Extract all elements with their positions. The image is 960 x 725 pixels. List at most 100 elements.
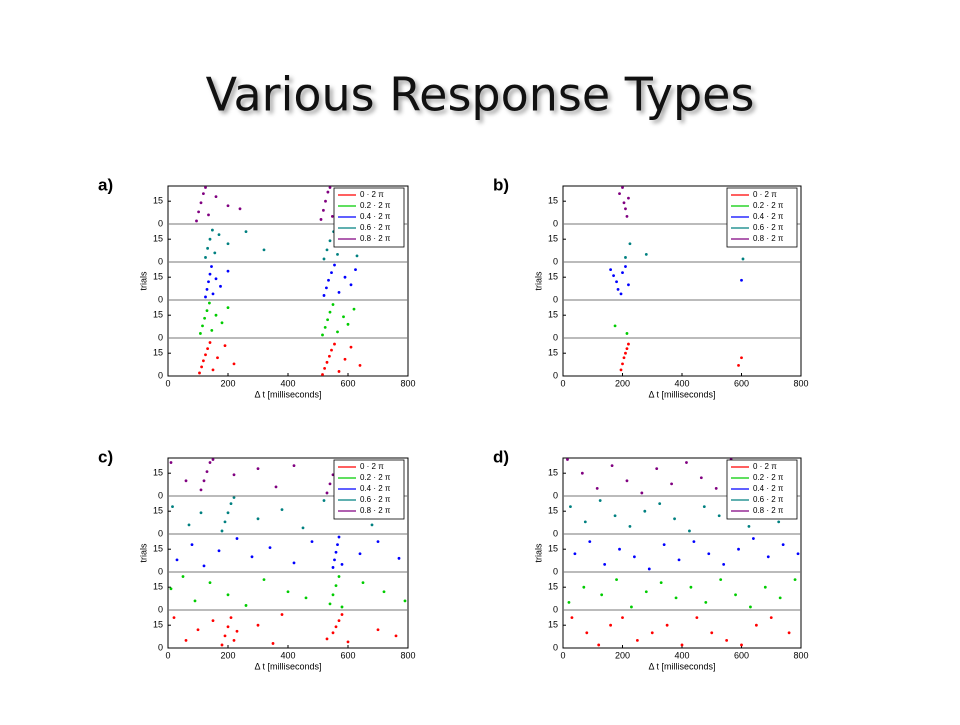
spike-dot (262, 248, 266, 252)
spike-dot (244, 230, 248, 234)
spike-dot (647, 567, 651, 571)
legend-label: 0.8 · 2 π (753, 506, 784, 515)
spike-dot (171, 505, 174, 509)
spike-dot (665, 623, 669, 627)
spike-dot (321, 333, 324, 337)
spike-dot (688, 529, 691, 533)
y-tick-label: 15 (548, 310, 558, 320)
panel-label: a) (98, 175, 113, 194)
spike-dot (566, 458, 569, 461)
spike-dot (376, 540, 380, 543)
x-tick-label: 800 (793, 378, 808, 388)
spike-dot (199, 488, 203, 492)
spike-dot (220, 529, 224, 533)
x-tick-label: 800 (400, 378, 415, 388)
x-axis-label: Δ t [milliseconds] (254, 661, 321, 671)
spike-dot (763, 585, 767, 589)
spike-dot (710, 631, 714, 635)
spike-dot (624, 207, 627, 211)
spike-dot (322, 499, 326, 502)
spike-dot (207, 213, 210, 217)
spike-dot (328, 239, 332, 243)
spike-dot (197, 210, 201, 214)
x-tick-label: 400 (280, 650, 295, 660)
spike-dot (640, 491, 644, 495)
y-tick-label: 0 (553, 218, 558, 228)
spike-dot (331, 303, 335, 306)
panel-label: d) (493, 447, 509, 466)
spike-dot (613, 514, 617, 518)
spike-dot (204, 353, 207, 357)
spike-dot (625, 215, 629, 218)
spike-dot (208, 301, 211, 305)
y-tick-label: 15 (153, 310, 163, 320)
spike-dot (325, 491, 329, 495)
spike-dot (633, 555, 636, 559)
spike-dot (346, 640, 350, 644)
y-tick-label: 0 (553, 332, 558, 342)
spike-dot (226, 593, 230, 597)
spike-dot (337, 535, 341, 539)
panel-label: b) (493, 175, 509, 194)
y-tick-label: 0 (158, 642, 163, 652)
spike-dot (585, 631, 589, 635)
spike-dot (226, 269, 230, 273)
spike-dot (627, 342, 630, 346)
spike-dot (204, 295, 207, 299)
spike-dot (737, 547, 740, 551)
spike-dot (376, 628, 380, 632)
x-tick-label: 0 (165, 378, 170, 388)
spike-dot (627, 196, 630, 200)
spike-dot (621, 362, 624, 366)
spike-dot (333, 342, 336, 346)
spike-dot (583, 520, 587, 524)
spike-dot (349, 345, 353, 349)
spike-dot (196, 628, 200, 632)
spike-dot (235, 537, 239, 540)
spike-dot (677, 558, 681, 562)
y-tick-label: 15 (153, 544, 163, 554)
spike-dot (340, 563, 344, 566)
spike-dot (334, 584, 338, 588)
spike-dot (202, 359, 205, 363)
spike-dot (226, 511, 230, 515)
spike-dot (286, 590, 290, 594)
spike-dot (337, 291, 341, 294)
spike-dot (752, 537, 755, 540)
x-tick-label: 200 (220, 650, 235, 660)
spike-dot (621, 616, 624, 619)
y-tick-label: 0 (158, 566, 163, 576)
spike-dot (226, 625, 230, 629)
y-tick-label: 0 (553, 528, 558, 538)
y-tick-label: 15 (548, 234, 558, 244)
spike-dot (328, 482, 332, 486)
spike-dot (201, 324, 204, 328)
spike-dot (699, 476, 703, 480)
spike-dot (250, 555, 254, 559)
legend-label: 0.4 · 2 π (360, 484, 391, 493)
y-tick-label: 0 (553, 370, 558, 380)
y-tick-label: 15 (153, 506, 163, 516)
legend-label: 0.4 · 2 π (753, 212, 784, 221)
spike-dot (358, 363, 362, 367)
spike-dot (328, 354, 331, 358)
spike-dot (370, 523, 374, 527)
spike-dot (787, 631, 791, 635)
spike-dot (195, 219, 198, 223)
spike-dot (741, 257, 745, 261)
spike-dot (588, 540, 592, 543)
panel-label: c) (98, 447, 113, 466)
spike-dot (204, 256, 207, 259)
spike-dot (330, 271, 333, 275)
spike-dot (328, 186, 332, 189)
spike-dot (232, 362, 236, 366)
spike-dot (334, 550, 338, 554)
spike-dot (573, 552, 577, 556)
x-tick-label: 0 (560, 378, 565, 388)
spike-dot (223, 634, 227, 638)
spike-dot (704, 601, 708, 604)
spike-dot (337, 370, 341, 373)
spike-dot (223, 344, 227, 347)
spike-dot (740, 356, 743, 360)
